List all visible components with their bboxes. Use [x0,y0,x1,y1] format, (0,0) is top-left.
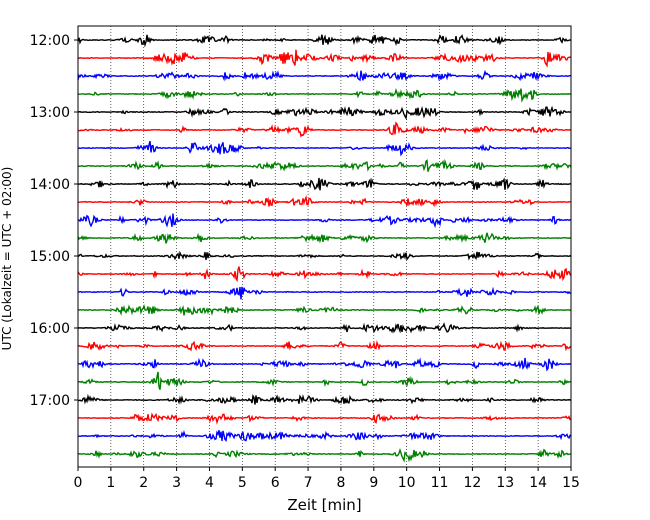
x-tick-label: 15 [562,475,580,491]
seismogram-trace [77,213,572,229]
x-tick-label: 4 [205,475,214,491]
seismogram-trace [77,232,572,244]
x-tick-label: 11 [431,475,449,491]
x-tick-label: 7 [304,475,313,491]
seismogram-trace [77,87,572,103]
seismogram-trace [78,393,572,405]
seismogram-trace [77,69,572,82]
seismogram-trace [77,49,572,68]
seismogram-trace [77,250,572,261]
seismogram-trace [77,412,572,425]
seismogram-trace [77,140,572,157]
seismogram-trace [77,105,572,121]
y-tick-label: 17:00 [30,393,70,409]
seismogram-trace [77,340,572,352]
seismogram-trace [77,286,572,300]
seismogram-trace [77,322,572,334]
x-tick-label: 6 [271,475,280,491]
y-tick-label: 15:00 [30,249,70,265]
seismogram-trace [77,121,572,138]
seismogram-trace [77,158,572,172]
y-tick-label: 12:00 [30,33,70,49]
trace-lines [77,34,572,463]
y-axis-ticks: 12:00 13:00 14:00 15:00 16:00 17:00 [30,33,78,409]
seismogram-trace [77,430,572,442]
x-axis-ticks: 0 1 2 3 4 5 6 7 8 9 10 11 12 13 14 15 [74,467,580,491]
y-tick-label: 14:00 [30,177,70,193]
seismogram-trace [77,447,572,463]
seismogram-trace [77,266,572,283]
x-tick-label: 12 [463,475,481,491]
plot-frame [77,25,572,468]
seismogram-trace [77,34,572,48]
seismogram-trace [77,357,572,372]
seismogram-trace [77,177,572,191]
seismogram-trace [77,195,572,208]
x-tick-label: 8 [336,475,345,491]
x-tick-label: 1 [106,475,115,491]
x-axis-label: Zeit [min] [287,496,361,514]
x-tick-label: 10 [398,475,416,491]
seismogram-trace [77,371,572,390]
x-tick-label: 9 [369,475,378,491]
seismogram-trace [77,304,572,316]
x-tick-label: 13 [496,475,514,491]
x-tick-label: 5 [238,475,247,491]
y-tick-label: 16:00 [30,321,70,337]
y-tick-label: 13:00 [30,105,70,121]
x-tick-label: 2 [139,475,148,491]
y-axis-label: UTC (Lokalzeit = UTC + 02:00) [0,167,14,351]
x-tick-label: 14 [529,475,547,491]
x-tick-label: 0 [74,475,83,491]
x-tick-label: 3 [172,475,181,491]
